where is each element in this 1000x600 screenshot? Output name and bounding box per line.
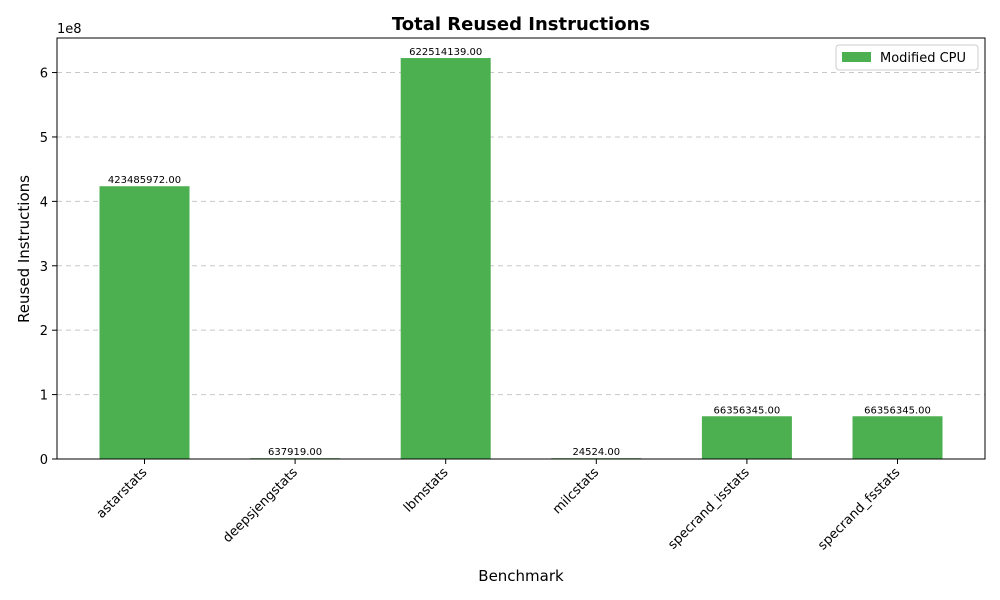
y-axis-ticks: 0 1 2 3 4 5 6 bbox=[40, 67, 57, 468]
x-tick-label: milcstats bbox=[550, 465, 602, 517]
bar-value-label: 637919.00 bbox=[268, 447, 322, 458]
legend-label: Modified CPU bbox=[880, 51, 966, 66]
legend-box bbox=[835, 44, 979, 71]
bar-value-label: 66356345.00 bbox=[713, 405, 780, 416]
x-tick-label: deepsjengstats bbox=[220, 465, 301, 546]
bar-value-label: 24524.00 bbox=[572, 447, 620, 458]
chart-title: Total Reused Instructions bbox=[392, 14, 650, 35]
legend-swatch bbox=[842, 52, 871, 62]
legend: Modified CPU bbox=[835, 44, 979, 71]
bar bbox=[852, 416, 943, 459]
y-axis-exponent-label: 1e8 bbox=[57, 22, 82, 37]
y-tick-label: 0 bbox=[40, 453, 48, 468]
x-tick-label: specrand_fsstats bbox=[815, 465, 903, 553]
y-axis-label: Reused Instructions bbox=[15, 175, 33, 323]
x-tick-label: specrand_isstats bbox=[665, 465, 753, 553]
x-axis-ticks: astarstats deepsjengstats lbmstats milcstat… bbox=[94, 459, 903, 553]
bar bbox=[99, 186, 190, 460]
y-tick-label: 1 bbox=[40, 389, 48, 404]
bar bbox=[400, 58, 491, 460]
bar-value-label: 622514139.00 bbox=[409, 47, 482, 58]
y-tick-label: 2 bbox=[40, 324, 48, 339]
y-tick-label: 3 bbox=[40, 260, 48, 275]
bars bbox=[99, 58, 943, 460]
y-tick-label: 5 bbox=[40, 131, 48, 146]
bar-value-label: 66356345.00 bbox=[864, 405, 931, 416]
data-labels: 423485972.00 637919.00 622514139.00 24524.0… bbox=[108, 47, 931, 458]
x-axis-label: Benchmark bbox=[478, 567, 564, 585]
bar bbox=[701, 416, 792, 459]
bar-value-label: 423485972.00 bbox=[108, 175, 181, 186]
x-tick-label: astarstats bbox=[94, 465, 151, 522]
y-tick-label: 4 bbox=[40, 195, 48, 210]
y-tick-label: 6 bbox=[40, 67, 48, 82]
grid-lines bbox=[57, 72, 985, 396]
x-tick-label: lbmstats bbox=[401, 465, 452, 516]
plot-area-frame bbox=[56, 37, 986, 460]
